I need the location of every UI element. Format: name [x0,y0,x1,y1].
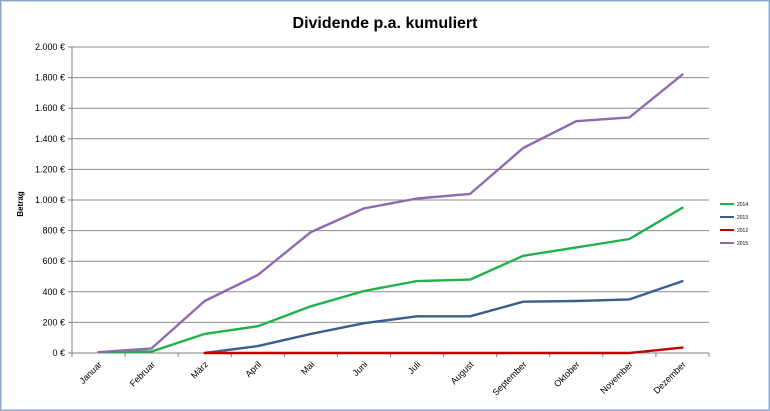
y-tick-label: 1.600 € [35,103,65,113]
y-tick-label: 1.800 € [35,73,65,83]
x-tick-label: Februar [128,359,157,388]
series-lines [97,73,684,355]
y-tick-label: 200 € [42,317,65,327]
x-tick-label: Juli [406,359,423,376]
y-tick-label: 1.400 € [35,134,65,144]
series-line-2014 [97,206,684,354]
y-tick-label: 1.200 € [35,164,65,174]
y-tick-label: 1.000 € [35,195,65,205]
y-axis-ticks: 0 € 200 € 400 € 600 € 800 € 1.000 € 1.200 € 1.4… [35,42,72,358]
y-tick-label: 400 € [42,287,65,297]
y-tick-label: 2.000 € [35,42,65,52]
x-tick-label: Juni [351,359,370,378]
legend-label-2012: 2012 [737,228,748,234]
x-tick-label: Januar [77,359,104,386]
x-tick-label: Mai [299,359,316,376]
legend-label-2015: 2015 [737,241,748,247]
x-tick-label: Dezember [651,359,687,395]
x-tick-label: September [490,359,528,397]
y-axis-label: Betrag [16,191,25,216]
legend: 2014 2013 2012 2015 [720,202,748,247]
x-tick-label: März [189,359,211,381]
series-line-2012 [203,346,684,355]
legend-label-2013: 2013 [737,215,748,221]
legend-label-2014: 2014 [737,202,748,208]
y-tick-label: 0 € [52,348,65,358]
y-tick-label: 600 € [42,256,65,266]
series-line-2013 [203,279,684,355]
gridlines [71,46,709,354]
x-tick-label: April [243,359,263,379]
x-axis-ticks: Januar Februar März April Mai Juni Juli August S… [71,353,710,398]
x-tick-label: November [598,359,634,395]
chart-title: Dividende p.a. kumuliert [293,15,479,32]
x-tick-label: August [449,359,476,386]
series-line-2015 [97,73,684,354]
y-tick-label: 800 € [42,226,65,236]
x-tick-label: Oktober [552,359,582,389]
